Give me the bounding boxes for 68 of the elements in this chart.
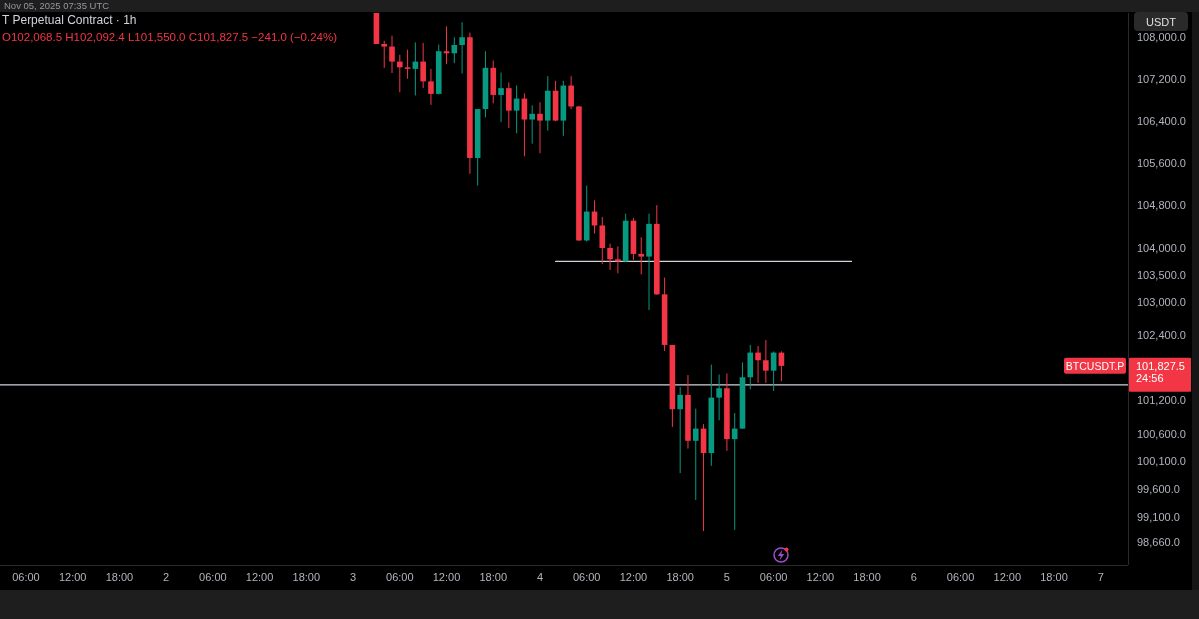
x-tick-label: 06:00 [946,571,975,583]
y-tick-label: 100,600.0 [1137,427,1186,440]
x-tick-label: 18:00 [666,571,694,583]
candlestick [638,236,645,275]
candlestick [529,104,535,145]
y-tick-label: 108,000.0 [1137,31,1186,44]
y-tick-label: 102,400.0 [1137,328,1186,341]
candlestick [568,75,574,110]
candlestick [615,245,621,274]
text: Nov 05, 2025 07:35 UTC [4,0,110,11]
y-tick-label: 105,600.0 [1137,156,1186,169]
text: O102,068.5 H102,092.4 L101,550.0 C101,827.5 −241.0 (−0.24%) [2,31,338,43]
y-tick-label: 104,800.0 [1137,199,1186,212]
x-tick-label: 06:00 [386,571,414,583]
candlestick [692,408,699,501]
y-tick-label: 99,600.0 [1137,483,1180,496]
candlestick [716,374,722,421]
text: 24:56 [1136,372,1164,385]
x-tick-label: 12:00 [619,571,648,583]
y-tick-label: 100,100.0 [1137,455,1186,468]
x-tick-label: 4 [536,571,544,583]
x-tick-label: 18:00 [105,571,134,583]
text: 101,827.5 [1136,359,1185,372]
x-tick-label: 06:00 [12,571,40,583]
y-tick-label: 107,200.0 [1137,72,1186,85]
x-tick-label: 12:00 [245,571,274,583]
x-tick-label: 18:00 [853,571,881,583]
candlestick [607,243,613,271]
x-tick-label: 12:00 [806,571,835,583]
y-tick-label: 103,000.0 [1137,295,1186,308]
candlestick [420,42,426,89]
x-tick-label: 5 [723,571,730,583]
candlestick [599,216,606,265]
x-tick-label: 7 [1097,571,1104,583]
y-tick-label: 101,200.0 [1137,394,1186,407]
y-axis-title: USDT [1146,15,1177,28]
candlestick [537,101,543,154]
candlestick [428,68,434,106]
candlestick [459,21,465,75]
chart-title: T Perpetual Contract · 1h [2,13,137,27]
x-tick-label: 06:00 [199,571,227,583]
x-tick-label: 3 [350,571,357,583]
y-tick-label: 99,100.0 [1137,511,1180,524]
x-tick-label: 18:00 [479,571,508,583]
candlestick [506,81,512,129]
x-tick-label: 12:00 [58,571,87,583]
x-tick-label: 12:00 [432,571,461,583]
candlestick [521,92,528,157]
y-tick-label: 103,500.0 [1137,268,1186,281]
x-tick-label: 12:00 [993,571,1022,583]
x-tick-label: 18:00 [1040,571,1068,583]
candlestick [381,40,388,69]
candlestick [763,339,769,384]
x-tick-label: 06:00 [572,571,601,583]
candlestick [389,35,395,74]
x-tick-label: 18:00 [292,571,321,583]
y-tick-label: 106,400.0 [1137,114,1186,127]
candlestick [755,345,761,384]
candlestick [513,85,520,134]
candlestick [677,386,683,474]
candlestick [404,49,411,80]
x-tick-label: 06:00 [759,571,788,583]
y-tick-label: 98,660.0 [1137,536,1180,549]
candlestick [498,72,504,123]
x-tick-label: 2 [163,571,170,583]
y-tick-label: 104,000.0 [1137,241,1186,254]
x-tick-label: 6 [910,571,917,583]
candlestick [396,54,403,93]
